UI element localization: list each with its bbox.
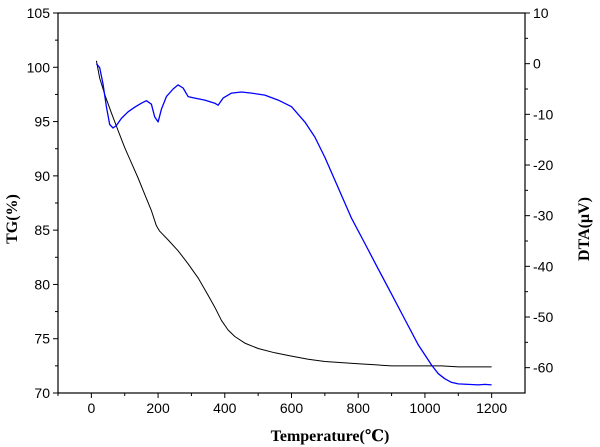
x-tick-label: 600 xyxy=(280,400,304,416)
left-tick-label: 100 xyxy=(27,59,51,75)
right-tick-label: -20 xyxy=(533,157,553,173)
left-axis-title: TG(%) xyxy=(4,194,21,244)
right-tick-label: -30 xyxy=(533,208,553,224)
x-tick-label: 1000 xyxy=(409,400,440,416)
left-tick-label: 85 xyxy=(34,222,50,238)
right-tick-label: -60 xyxy=(533,360,553,376)
left-tick-label: 75 xyxy=(34,331,50,347)
dta-series-line xyxy=(95,63,492,386)
right-tick-label: -10 xyxy=(533,106,553,122)
x-tick-label: 1200 xyxy=(476,400,507,416)
x-tick-label: 800 xyxy=(347,400,371,416)
right-axis-title: DTA(μV) xyxy=(576,197,593,261)
left-tick-label: 105 xyxy=(27,5,51,21)
x-axis-title: Temperature(℃) xyxy=(271,428,390,445)
tg-series-line xyxy=(95,60,492,368)
x-tick-label: 0 xyxy=(87,400,95,416)
left-tick-label: 95 xyxy=(34,114,50,130)
plot-frame xyxy=(57,12,526,394)
x-tick-label: 400 xyxy=(213,400,237,416)
left-tick-label: 70 xyxy=(34,385,50,401)
right-axis-ticks: -60 -50 -40 -30 -20 -10 0 10 xyxy=(525,5,553,376)
x-axis-ticks: 0 200 400 600 800 1000 1200 xyxy=(57,393,507,416)
left-axis-ticks: 70 75 80 85 90 95 100 105 xyxy=(27,5,58,401)
right-tick-label: 10 xyxy=(533,5,549,21)
right-tick-label: 0 xyxy=(533,56,541,72)
right-tick-label: -40 xyxy=(533,258,553,274)
right-tick-label: -50 xyxy=(533,309,553,325)
left-tick-label: 80 xyxy=(34,276,50,292)
left-tick-label: 90 xyxy=(34,168,50,184)
x-tick-label: 200 xyxy=(146,400,170,416)
plot-lines xyxy=(95,60,492,386)
